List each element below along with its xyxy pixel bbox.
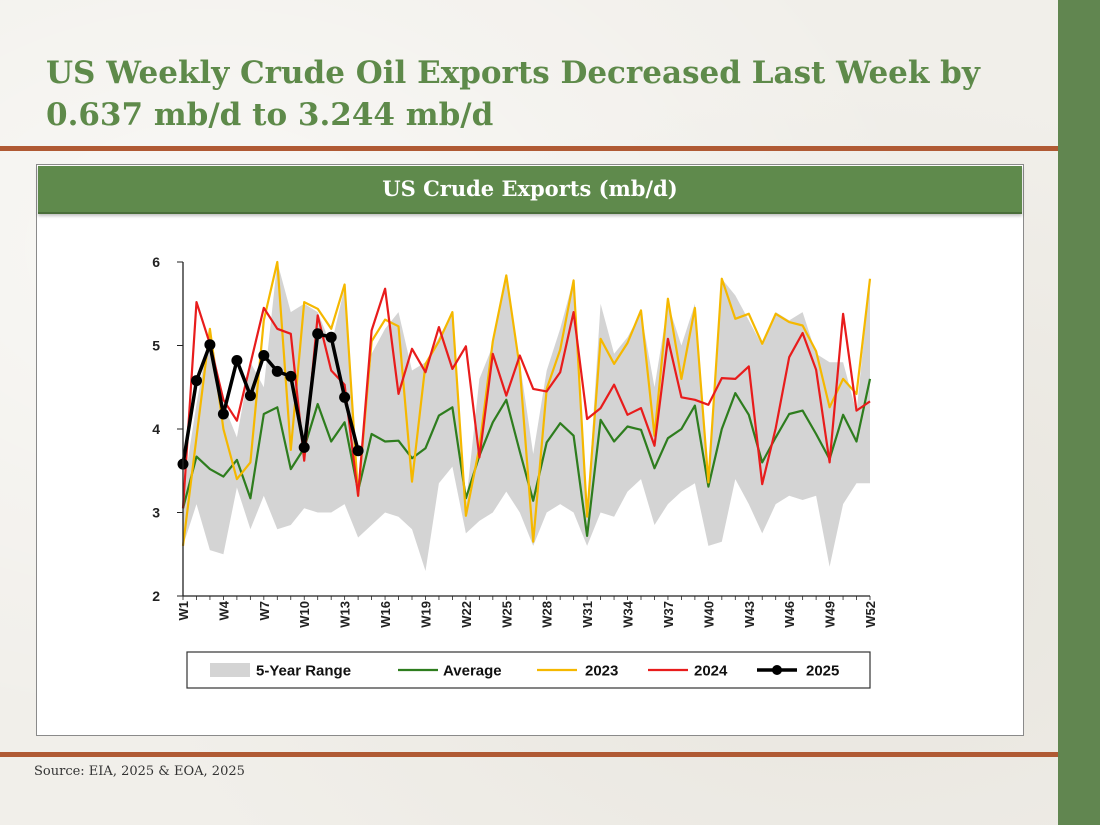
- source-note: Source: EIA, 2025 & EOA, 2025: [34, 764, 245, 779]
- legend-swatch-5-year-range: [210, 663, 250, 677]
- x-tick-label: W25: [499, 601, 514, 628]
- series-point-2025: [285, 370, 297, 382]
- x-tick-label: W19: [418, 601, 433, 628]
- legend-label-2023: 2023: [585, 663, 618, 680]
- x-tick-label: W7: [257, 601, 272, 621]
- top-divider: [0, 146, 1058, 151]
- series-point-2025: [191, 375, 202, 387]
- series-layer: [177, 260, 872, 547]
- x-tick-label: W28: [540, 601, 555, 628]
- x-tick-label: W13: [338, 601, 353, 628]
- x-tick-label: W43: [742, 601, 757, 628]
- y-tick-label: 5: [152, 338, 160, 354]
- y-tick-label: 2: [152, 588, 160, 604]
- legend-box: [186, 651, 871, 689]
- range-layer: [183, 262, 870, 571]
- axis-layer: 2 3 4 5 6 W1 W4 W7 W10 W13 W16 W19 W22 W25 W28 W31 W34 W3…: [152, 254, 878, 628]
- legend-label-2025: 2025: [806, 663, 839, 680]
- chart-legend: 5-Year Range Average 2023 2024 2025: [186, 651, 871, 689]
- series-point-2025: [258, 350, 270, 361]
- series-point-2025: [231, 355, 243, 366]
- series-point-2025: [325, 331, 337, 343]
- x-tick-label: W31: [580, 601, 595, 628]
- x-tick-label: W52: [863, 601, 878, 628]
- range-band: [183, 262, 870, 571]
- x-tick-label: W49: [823, 601, 838, 628]
- x-tick-label: W22: [459, 601, 474, 628]
- chart-panel-title: US Crude Exports (mb/d): [38, 166, 1022, 214]
- x-tick-label: W4: [216, 600, 231, 620]
- series-line-2023: [181, 260, 872, 547]
- side-accent-bar: [1058, 0, 1100, 825]
- y-tick-label: 6: [152, 254, 160, 270]
- x-tick-label: W10: [297, 601, 312, 628]
- series-point-2025: [217, 408, 229, 420]
- x-tick-label: W16: [378, 601, 393, 628]
- series-point-2025: [271, 365, 283, 377]
- series-point-2025: [339, 391, 351, 403]
- series-line-average: [181, 378, 872, 538]
- series-line-2024: [181, 287, 871, 509]
- series-point-2025: [204, 339, 216, 351]
- slide-title: US Weekly Crude Oil Exports Decreased La…: [46, 55, 980, 133]
- x-tick-label: W46: [782, 601, 797, 628]
- x-tick-label: W37: [661, 601, 676, 628]
- x-tick-label: W34: [621, 600, 636, 628]
- series-point-2025: [244, 390, 256, 402]
- legend-label-5-year-range: 5-Year Range: [256, 663, 351, 680]
- x-tick-label: W40: [701, 601, 716, 628]
- legend-marker-2025: [772, 665, 782, 675]
- y-tick-label: 3: [152, 505, 160, 521]
- x-tick-label: W1: [176, 601, 191, 621]
- series-point-2025: [298, 441, 310, 453]
- bottom-divider: [0, 752, 1058, 757]
- legend-label-2024: 2024: [694, 663, 728, 680]
- series-point-2025: [312, 328, 324, 340]
- series-point-2025: [352, 445, 364, 457]
- y-tick-label: 4: [152, 421, 160, 437]
- legend-label-average: Average: [443, 663, 502, 680]
